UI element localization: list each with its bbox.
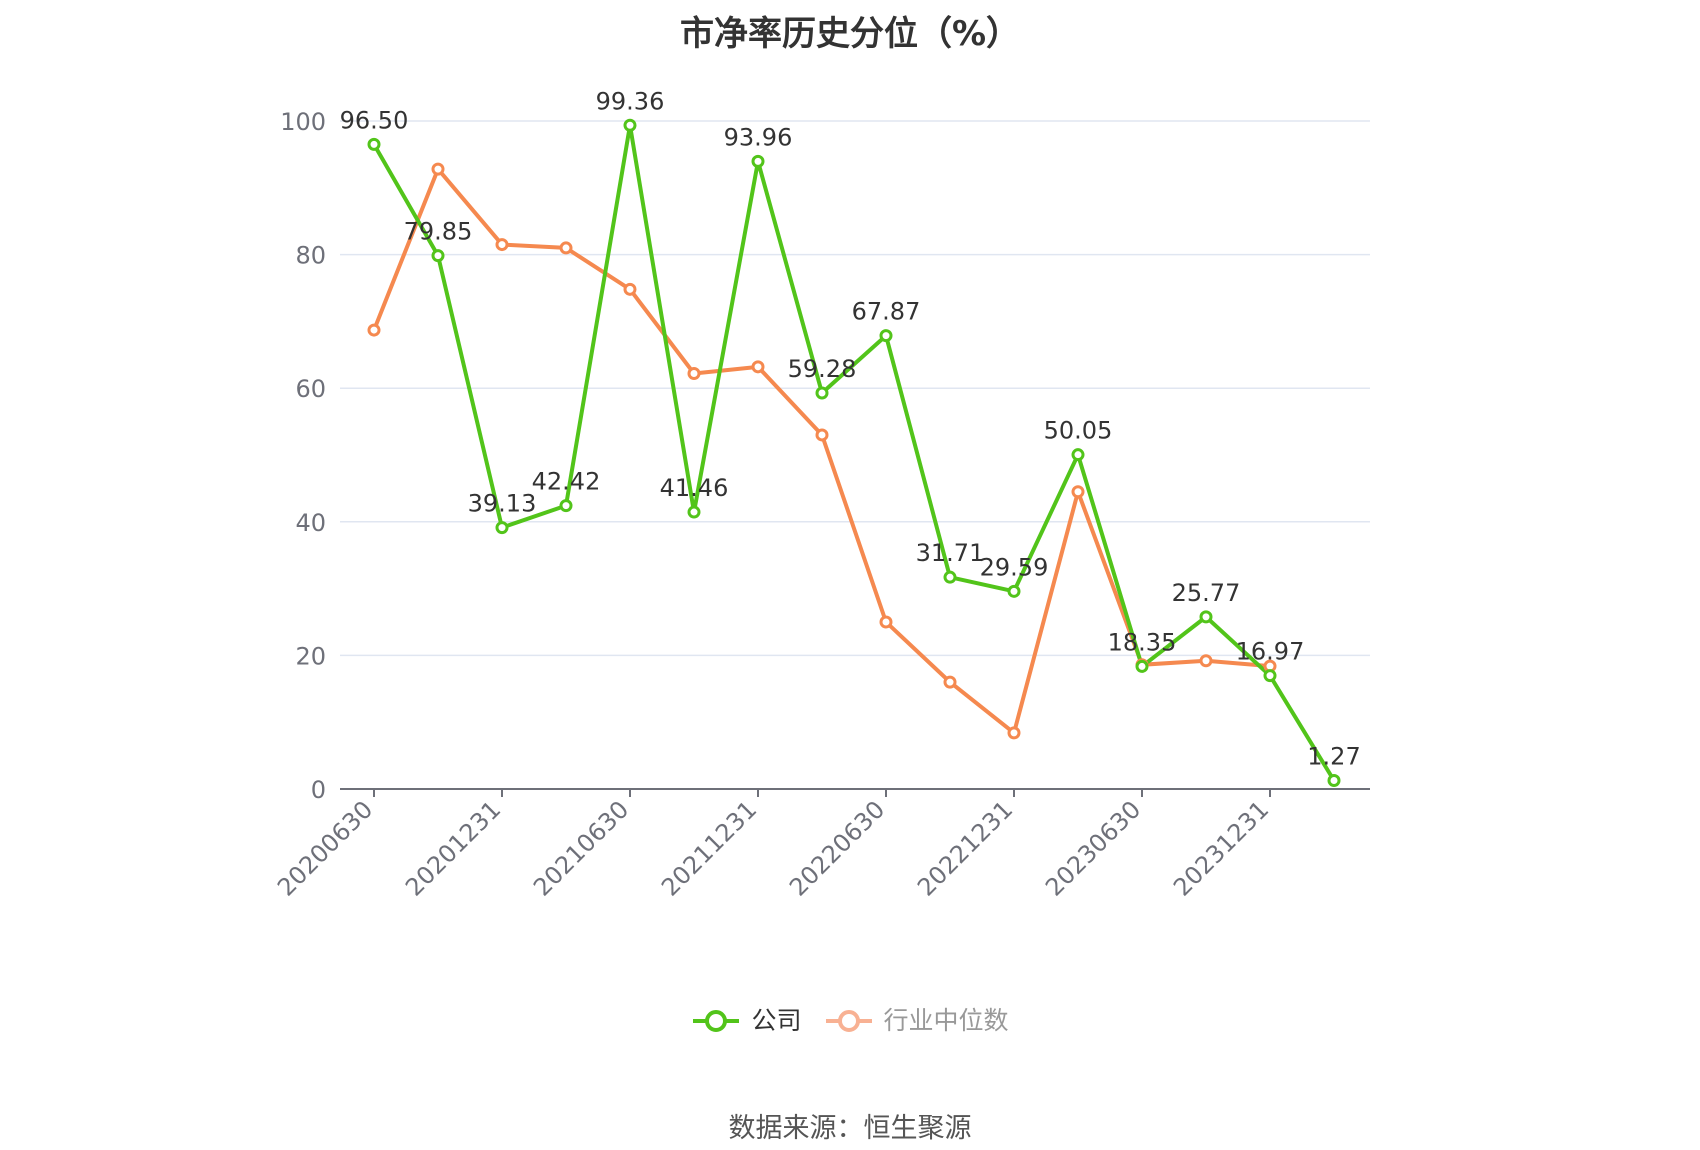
legend: 公司 行业中位数 xyxy=(0,1008,1700,1033)
data-label: 67.87 xyxy=(852,298,921,326)
data-point-industry[interactable] xyxy=(1071,485,1085,499)
data-point-industry[interactable] xyxy=(367,323,381,337)
x-tick-label: 20211231 xyxy=(656,795,762,901)
data-label: 18.35 xyxy=(1108,628,1177,656)
x-tick-label: 20221231 xyxy=(912,795,1018,901)
data-point-industry[interactable] xyxy=(815,428,829,442)
data-point-industry[interactable] xyxy=(1199,654,1213,668)
data-point-company[interactable] xyxy=(1199,610,1213,624)
legend-company-icon xyxy=(693,1009,740,1032)
data-point-industry[interactable] xyxy=(751,360,765,374)
data-point-company[interactable] xyxy=(495,521,509,535)
data-source: 数据来源：恒生聚源 xyxy=(728,1113,972,1144)
data-point-company[interactable] xyxy=(815,386,829,400)
data-point-company[interactable] xyxy=(1327,774,1341,788)
x-tick-label: 20220630 xyxy=(784,795,890,901)
data-point-industry[interactable] xyxy=(623,282,637,296)
data-label: 25.77 xyxy=(1172,579,1241,607)
y-tick-label: 80 xyxy=(295,242,326,270)
legend-item-company[interactable]: 公司 xyxy=(691,1006,802,1035)
data-point-company[interactable] xyxy=(431,249,445,263)
data-label: 79.85 xyxy=(404,218,473,246)
series-points xyxy=(367,118,1341,788)
x-tick-label: 20231231 xyxy=(1168,795,1274,901)
legend-label-industry: 行业中位数 xyxy=(883,1006,1009,1035)
data-label: 96.50 xyxy=(340,106,409,134)
data-point-company[interactable] xyxy=(559,499,573,513)
data-point-company[interactable] xyxy=(1263,669,1277,683)
data-label: 29.59 xyxy=(980,553,1049,581)
y-tick-label: 20 xyxy=(295,642,326,670)
series-line-company xyxy=(372,123,1336,782)
data-point-company[interactable] xyxy=(751,154,765,168)
chart-title: 市净率历史分位（%） xyxy=(679,14,1021,54)
data-point-industry[interactable] xyxy=(687,367,701,381)
data-point-company[interactable] xyxy=(1007,584,1021,598)
x-tick-label: 20200630 xyxy=(272,795,378,901)
data-point-industry[interactable] xyxy=(431,162,445,176)
legend-label-company: 公司 xyxy=(751,1006,802,1035)
data-label: 16.97 xyxy=(1236,638,1305,666)
y-tick-label: 0 xyxy=(311,776,326,804)
data-point-company[interactable] xyxy=(1071,448,1085,462)
data-point-company[interactable] xyxy=(623,118,637,132)
data-label: 39.13 xyxy=(468,490,537,518)
data-label: 99.36 xyxy=(596,87,665,115)
data-label: 50.05 xyxy=(1044,417,1113,445)
x-tick-label: 20201231 xyxy=(400,795,506,901)
series-lines xyxy=(372,123,1336,782)
data-label: 31.71 xyxy=(916,539,985,567)
data-point-company[interactable] xyxy=(943,570,957,584)
x-tick-label: 20210630 xyxy=(528,795,634,901)
x-tick-label: 20230630 xyxy=(1040,795,1146,901)
y-tick-label: 40 xyxy=(295,509,326,537)
data-label: 42.42 xyxy=(532,468,601,496)
data-point-company[interactable] xyxy=(687,505,701,519)
data-label: 1.27 xyxy=(1307,743,1360,771)
grid-lines xyxy=(340,120,1370,657)
data-label: 93.96 xyxy=(724,123,793,151)
data-point-industry[interactable] xyxy=(1007,726,1021,740)
y-tick-label: 60 xyxy=(295,375,326,403)
data-point-industry[interactable] xyxy=(559,241,573,255)
data-point-company[interactable] xyxy=(1135,659,1149,673)
data-point-industry[interactable] xyxy=(943,675,957,689)
data-point-industry[interactable] xyxy=(495,238,509,252)
data-point-company[interactable] xyxy=(879,329,893,343)
data-label: 41.46 xyxy=(660,474,729,502)
data-point-industry[interactable] xyxy=(879,615,893,629)
legend-industry-icon xyxy=(825,1009,872,1032)
y-tick-label: 100 xyxy=(280,108,326,136)
data-label: 59.28 xyxy=(788,355,857,383)
data-point-company[interactable] xyxy=(367,137,381,151)
legend-item-industry[interactable]: 行业中位数 xyxy=(824,1008,1009,1033)
